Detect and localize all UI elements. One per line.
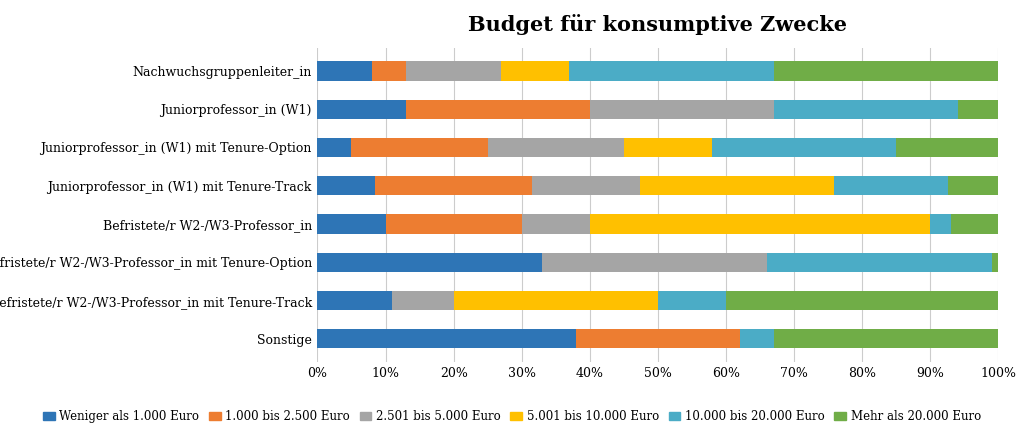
Bar	[542, 253, 767, 272]
Bar	[317, 291, 392, 310]
Bar	[658, 291, 726, 310]
Bar	[931, 215, 950, 234]
Bar	[392, 291, 454, 310]
Bar	[454, 291, 658, 310]
Bar	[713, 138, 896, 157]
Bar	[406, 100, 590, 119]
Legend: Weniger als 1.000 Euro, 1.000 bis 2.500 Euro, 2.501 bis 5.000 Euro, 5.001 bis 10: Weniger als 1.000 Euro, 1.000 bis 2.500 …	[38, 405, 986, 428]
Bar	[577, 329, 739, 348]
Bar	[774, 329, 998, 348]
Bar	[774, 61, 998, 81]
Bar	[317, 329, 577, 348]
Bar	[351, 138, 487, 157]
Bar	[624, 138, 713, 157]
Bar	[317, 215, 385, 234]
Bar	[896, 138, 998, 157]
Bar	[948, 176, 998, 195]
Bar	[487, 138, 624, 157]
Bar	[834, 176, 948, 195]
Bar	[590, 215, 931, 234]
Title: Budget für konsumptive Zwecke: Budget für konsumptive Zwecke	[468, 14, 848, 35]
Bar	[569, 61, 774, 81]
Bar	[372, 61, 406, 81]
Bar	[950, 215, 998, 234]
Bar	[532, 176, 640, 195]
Bar	[522, 215, 590, 234]
Bar	[317, 253, 542, 272]
Bar	[317, 61, 372, 81]
Bar	[774, 100, 957, 119]
Bar	[317, 100, 406, 119]
Bar	[957, 100, 998, 119]
Bar	[406, 61, 502, 81]
Bar	[317, 138, 351, 157]
Bar	[385, 215, 522, 234]
Bar	[317, 176, 375, 195]
Bar	[991, 253, 998, 272]
Bar	[375, 176, 532, 195]
Bar	[726, 291, 998, 310]
Bar	[767, 253, 991, 272]
Bar	[502, 61, 569, 81]
Bar	[590, 100, 774, 119]
Bar	[640, 176, 834, 195]
Bar	[739, 329, 774, 348]
